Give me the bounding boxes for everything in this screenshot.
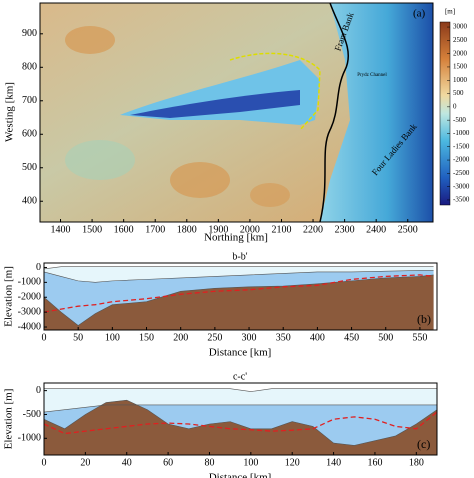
x-tick-label: 150 (139, 332, 154, 343)
x-tick-label: 0 (42, 457, 47, 468)
profile-line (44, 270, 434, 283)
map-frame (39, 2, 434, 223)
colorbar (439, 21, 451, 206)
y-tick-label: -1000 (18, 433, 41, 444)
x-tick-label: 1700 (145, 224, 165, 235)
x-tick-label: 100 (105, 332, 120, 343)
x-tick-label: 350 (276, 332, 291, 343)
y-tick-label: 400 (22, 196, 37, 207)
x-axis-label: Northing [km] (204, 232, 268, 244)
plot-frame (43, 382, 438, 456)
x-tick-label: 160 (367, 457, 382, 468)
annotation: Prydz Channel (357, 73, 387, 78)
x-tick-label: 20 (80, 457, 90, 468)
colorbar-tick-label: -3000 (453, 182, 470, 190)
map-background (40, 2, 433, 223)
x-tick-label: 50 (73, 332, 83, 343)
x-tick-label: 40 (122, 457, 132, 468)
x-tick-label: 500 (378, 332, 393, 343)
colorbar-tick-label: -500 (453, 116, 466, 124)
x-tick-label: 450 (344, 332, 359, 343)
x-tick-label: 2500 (398, 224, 418, 235)
area-fill (44, 274, 434, 330)
panel-label: (b) (417, 312, 431, 326)
colorbar-tick-label: 1000 (453, 76, 468, 84)
y-axis-label: Elevation [m] (3, 389, 15, 450)
colorbar-tick-label: 0 (453, 102, 457, 110)
x-tick-label: 100 (243, 457, 258, 468)
profile-line (44, 411, 437, 435)
x-tick-label: 1800 (177, 224, 197, 235)
colorbar-tick-label: -1000 (453, 129, 470, 137)
y-tick-label: -1000 (18, 277, 41, 288)
chart-title: c-c' (233, 371, 247, 382)
profile-line (44, 266, 434, 270)
x-axis-label: Distance [km] (209, 347, 272, 359)
y-tick-label: -500 (23, 409, 41, 420)
y-tick-label: -2000 (18, 292, 41, 303)
x-tick-label: 300 (242, 332, 257, 343)
colorbar-label: [m] (445, 8, 455, 16)
colorbar-tick-label: -1500 (453, 142, 470, 150)
y-tick-label: 700 (22, 95, 37, 106)
y-tick-label: 0 (36, 385, 41, 396)
profile-line (44, 388, 437, 392)
area-fill (44, 400, 437, 455)
y-tick-label: 800 (22, 62, 37, 73)
colorbar-tick-label: 2500 (453, 36, 468, 44)
x-tick-label: 2100 (271, 224, 291, 235)
colorbar-tick-label: 2000 (453, 49, 468, 57)
colorbar-tick-label: 1500 (453, 63, 468, 71)
x-tick-label: 550 (412, 332, 427, 343)
y-tick-label: 0 (36, 262, 41, 273)
y-tick-label: 600 (22, 129, 37, 140)
x-tick-label: 1500 (82, 224, 102, 235)
x-axis-label: Distance [km] (209, 472, 272, 478)
colorbar-tick-label: -2000 (453, 156, 470, 164)
x-tick-label: 60 (163, 457, 173, 468)
chart-title: b-b' (232, 251, 247, 262)
profile-line (44, 274, 434, 313)
x-tick-label: 180 (409, 457, 424, 468)
x-tick-label: 80 (204, 457, 214, 468)
x-tick-label: 1600 (114, 224, 134, 235)
x-tick-label: 0 (42, 332, 47, 343)
profile-line (44, 404, 437, 413)
colorbar-tick-label: 500 (453, 89, 464, 97)
x-tick-label: 2300 (335, 224, 355, 235)
y-axis-label: Elevation [m] (3, 266, 15, 327)
y-tick-label: 900 (22, 28, 37, 39)
profile-line (44, 399, 437, 446)
x-tick-label: 2000 (240, 224, 260, 235)
x-tick-label: 250 (207, 332, 222, 343)
x-tick-label: 1400 (51, 224, 71, 235)
y-tick-label: 500 (22, 162, 37, 173)
y-axis-label: Westing [km] (4, 82, 16, 142)
colorbar-tick-label: -3500 (453, 196, 470, 204)
colorbar-tick-label: 3000 (453, 23, 468, 31)
panel-label: (a) (413, 8, 426, 20)
plot-frame (43, 262, 438, 331)
y-tick-label: -4000 (18, 321, 41, 332)
profile-line (44, 274, 434, 326)
x-tick-label: 1900 (208, 224, 228, 235)
x-tick-label: 2200 (303, 224, 323, 235)
y-tick-label: -3000 (18, 306, 41, 317)
x-tick-label: 400 (310, 332, 325, 343)
x-tick-label: 140 (326, 457, 341, 468)
panel-label: (c) (417, 437, 430, 451)
x-tick-label: 200 (173, 332, 188, 343)
x-tick-label: 2400 (366, 224, 386, 235)
colorbar-tick-label: -2500 (453, 169, 470, 177)
x-tick-label: 120 (285, 457, 300, 468)
